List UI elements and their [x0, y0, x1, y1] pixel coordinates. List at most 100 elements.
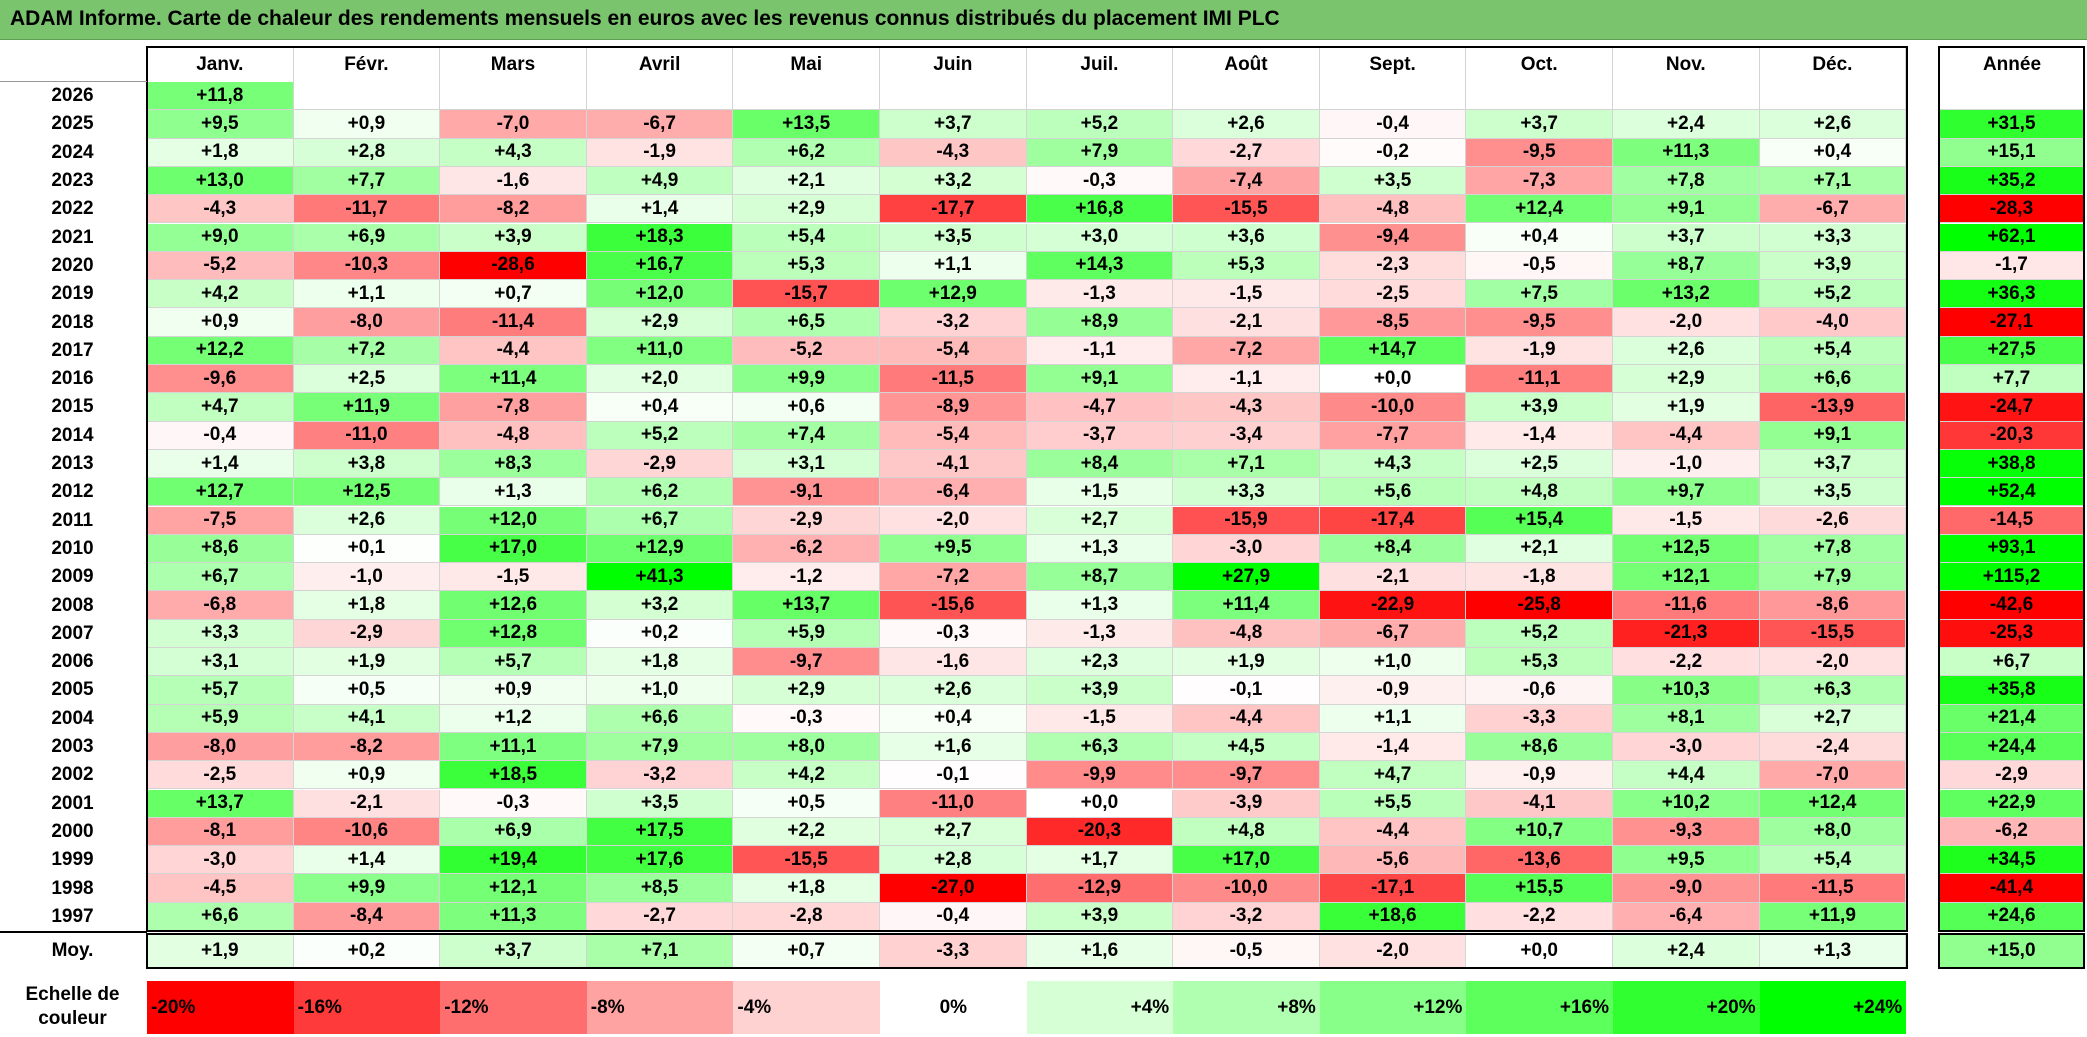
heatmap-cell: -8,5: [1319, 308, 1467, 337]
year-label: 2023: [51, 170, 94, 192]
heatmap-cell: -9,9: [1026, 761, 1174, 790]
heatmap-cell: +16,8: [1026, 195, 1174, 224]
heatmap-cell: -11,7: [293, 195, 441, 224]
heatmap-cell: +6,6: [147, 902, 294, 931]
heatmap-cell: +3,9: [1759, 251, 1907, 281]
heatmap-cell: +3,3: [1759, 223, 1907, 252]
heatmap-cell: +5,4: [1759, 846, 1907, 875]
heatmap-cell: +4,2: [147, 280, 294, 309]
annual-cell: -6,2: [1939, 817, 2085, 847]
heatmap-cell: +0,0: [1026, 789, 1174, 818]
heatmap-cell: +3,5: [1759, 478, 1907, 507]
year-label: 1999: [51, 849, 94, 871]
heatmap-cell: +4,3: [1319, 449, 1467, 479]
heatmap-cell: +6,9: [293, 223, 441, 252]
heatmap-cell: [1613, 82, 1760, 111]
year-label: 2016: [51, 368, 94, 390]
year-label: 2010: [51, 537, 94, 559]
heatmap-cell: +11,4: [440, 365, 587, 394]
heatmap-cell: +3,2: [880, 166, 1027, 196]
heatmap-cell: +5,2: [1026, 110, 1174, 139]
annual-cell: -20,3: [1939, 421, 2085, 450]
heatmap-cell: -15,9: [1173, 506, 1320, 535]
heatmap-cell: -5,4: [880, 336, 1027, 365]
color-scale-stop: +16%: [1466, 981, 1613, 1034]
heatmap-cell: +13,0: [147, 166, 294, 196]
heatmap-cell: +1,2: [440, 704, 587, 733]
heatmap-cell: +4,8: [1173, 817, 1320, 847]
heatmap-cell: -4,3: [1173, 393, 1320, 422]
year-label: 2017: [51, 339, 94, 361]
annual-cell: +7,7: [1939, 365, 2085, 394]
heatmap-cell: +6,5: [733, 308, 880, 337]
heatmap-cell: +0,9: [147, 308, 294, 337]
average-cell: +0,7: [733, 934, 880, 968]
heatmap-cell: +11,9: [293, 393, 441, 422]
heatmap-cell: -5,2: [733, 336, 880, 365]
average-cell: +1,9: [147, 934, 294, 968]
heatmap-cell: +1,6: [880, 732, 1027, 762]
heatmap-cell: -4,1: [1466, 789, 1613, 818]
heatmap-cell: +17,0: [1173, 846, 1320, 875]
heatmap-cell: -1,0: [1613, 449, 1760, 479]
month-header: Mai: [733, 47, 880, 82]
heatmap-cell: -11,5: [1759, 874, 1907, 903]
average-cell: -2,0: [1319, 934, 1467, 968]
heatmap-cell: +9,9: [733, 365, 880, 394]
heatmap-cell: +1,1: [293, 280, 441, 309]
color-scale-label: Echelle de couleur: [0, 979, 145, 1035]
heatmap-cell: -7,7: [1319, 421, 1467, 450]
heatmap-cell: -11,6: [1613, 591, 1760, 620]
color-scale-label-line2: couleur: [38, 1008, 107, 1029]
heatmap-cell: +4,7: [1319, 761, 1467, 790]
heatmap-cell: +6,2: [733, 138, 880, 167]
annual-cell: +34,5: [1939, 846, 2085, 875]
annual-cell: +22,9: [1939, 789, 2085, 818]
heatmap-cell: -4,4: [1173, 704, 1320, 733]
heatmap-cell: +2,0: [586, 365, 734, 394]
month-header: Juin: [880, 47, 1027, 82]
heatmap-cell: +11,0: [586, 336, 734, 365]
year-label: 2012: [51, 481, 94, 503]
heatmap-cell: +15,5: [1466, 874, 1613, 903]
heatmap-cell: +17,6: [586, 846, 734, 875]
heatmap-cell: +1,1: [880, 251, 1027, 281]
heatmap-cell: +3,9: [1466, 393, 1613, 422]
annual-header: Année: [1982, 53, 2042, 75]
color-scale-stop: -4%: [733, 981, 880, 1034]
heatmap-cell: -2,7: [1173, 138, 1320, 167]
heatmap-cell: -0,1: [880, 761, 1027, 790]
heatmap-cell: -6,2: [733, 534, 880, 564]
heatmap-cell: +1,3: [440, 478, 587, 507]
heatmap-cell: -8,1: [147, 817, 294, 847]
heatmap-cell: +7,9: [1026, 138, 1174, 167]
average-cell: +7,1: [586, 934, 734, 968]
year-label: 2015: [51, 396, 94, 418]
annual-cell: +36,3: [1939, 280, 2085, 309]
heatmap-cell: -2,2: [1613, 648, 1760, 677]
annual-cell: -42,6: [1939, 591, 2085, 620]
heatmap-cell: +12,7: [147, 478, 294, 507]
month-header: Avril: [587, 47, 734, 82]
heatmap-cell: +6,7: [586, 506, 734, 535]
heatmap-cell: -9,7: [1173, 761, 1320, 790]
heatmap-cell: +0,7: [440, 280, 587, 309]
average-annual-cell: +15,0: [1939, 934, 2085, 968]
heatmap-cell: -0,3: [880, 619, 1027, 648]
heatmap-cell: +2,9: [586, 308, 734, 337]
heatmap-cell: +5,2: [1466, 619, 1613, 648]
year-label: 2000: [51, 820, 94, 842]
heatmap-cell: -8,4: [293, 902, 441, 931]
heatmap-cell: +12,1: [1613, 563, 1760, 592]
heatmap-cell: [1173, 82, 1320, 111]
annual-cell: [1939, 82, 2085, 111]
color-scale-stop: -8%: [586, 981, 734, 1034]
heatmap-cell: -6,8: [147, 591, 294, 620]
heatmap-cell: +0,9: [293, 110, 441, 139]
heatmap-cell: -15,7: [733, 280, 880, 309]
heatmap-cell: +11,4: [1173, 591, 1320, 620]
heatmap-cell: [586, 82, 734, 111]
heatmap-cell: -11,1: [1466, 365, 1613, 394]
heatmap-cell: +2,6: [880, 676, 1027, 705]
heatmap-cell: +12,1: [440, 874, 587, 903]
